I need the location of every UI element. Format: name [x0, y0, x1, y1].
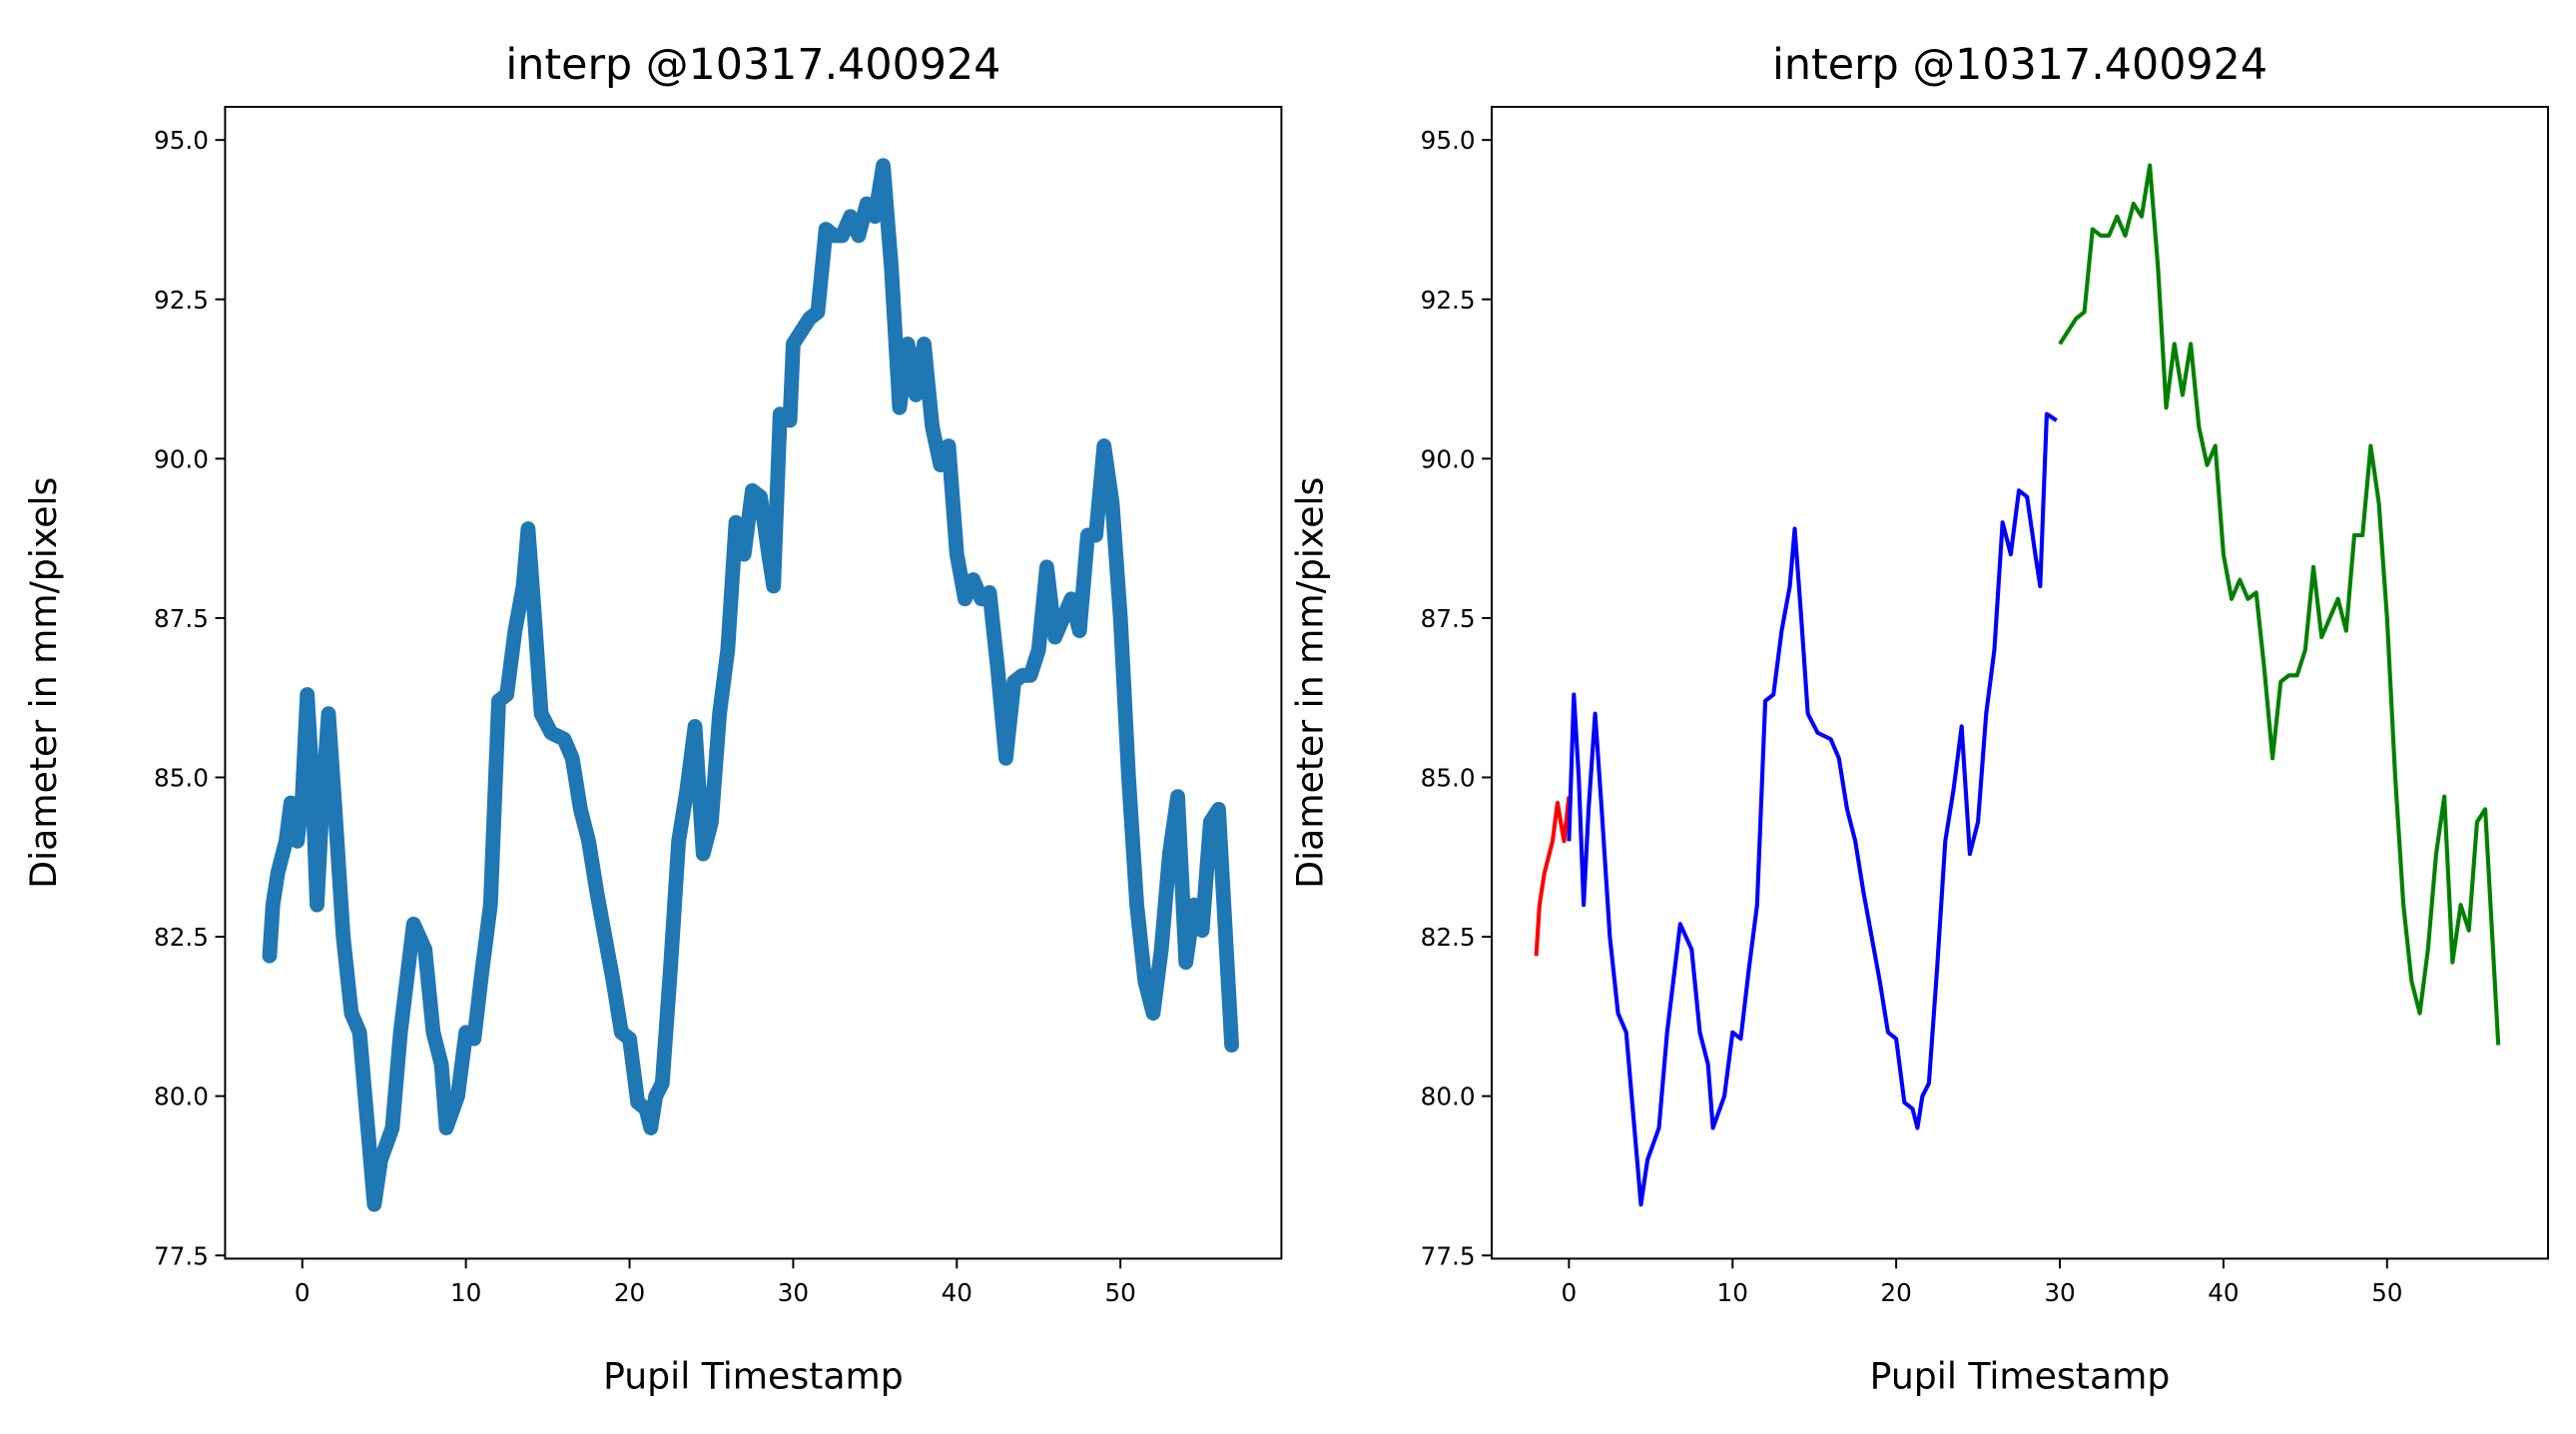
y-tick-label: 90.0 — [1421, 444, 1476, 473]
x-tick-label: 20 — [614, 1278, 645, 1307]
y-tick-label: 85.0 — [154, 764, 209, 793]
y-tick-label: 80.0 — [1421, 1082, 1476, 1111]
x-axis-label: Pupil Timestamp — [1870, 1354, 2171, 1397]
data-line — [1567, 411, 2058, 1207]
data-line — [262, 158, 1239, 1212]
data-line — [1534, 796, 1572, 957]
x-tick-label: 0 — [295, 1278, 311, 1307]
y-axis-label: Diameter in mm/pixels — [22, 477, 65, 889]
x-tick-label: 50 — [2371, 1278, 2402, 1307]
y-tick-label: 77.5 — [154, 1241, 209, 1270]
x-tick-label: 0 — [1562, 1278, 1578, 1307]
y-tick-label: 95.0 — [1421, 126, 1476, 155]
chart-title: interp @10317.400924 — [1772, 40, 2267, 90]
chart: interp @10317.400924 Pupil Timestamp Diame… — [1289, 40, 2550, 1397]
y-tick-label: 80.0 — [154, 1082, 209, 1111]
y-tick-label: 85.0 — [1421, 764, 1476, 793]
x-tick-label: 10 — [1717, 1278, 1748, 1307]
x-tick-label: 30 — [2044, 1278, 2075, 1307]
y-tick-label: 82.5 — [1421, 923, 1476, 952]
y-tick-label: 95.0 — [154, 126, 209, 155]
chart: interp @10317.400924 Pupil Timestamp Diame… — [22, 40, 1283, 1397]
y-tick-label: 87.5 — [1421, 604, 1476, 633]
x-tick-label: 30 — [778, 1278, 809, 1307]
data-line — [2058, 163, 2501, 1046]
axes-frame — [224, 105, 1283, 1260]
plot-area — [1534, 163, 2501, 1207]
y-tick-label: 77.5 — [1421, 1241, 1476, 1270]
y-tick-label: 92.5 — [1421, 286, 1476, 315]
x-tick-label: 40 — [2208, 1278, 2239, 1307]
chart-title: interp @10317.400924 — [505, 40, 1000, 90]
y-tick-label: 90.0 — [154, 444, 209, 473]
y-tick-label: 87.5 — [154, 604, 209, 633]
x-tick-label: 50 — [1104, 1278, 1135, 1307]
y-axis-label: Diameter in mm/pixels — [1289, 477, 1332, 889]
x-tick-label: 10 — [450, 1278, 481, 1307]
x-tick-label: 20 — [1880, 1278, 1911, 1307]
x-axis-label: Pupil Timestamp — [603, 1354, 904, 1397]
y-tick-label: 92.5 — [154, 286, 209, 315]
x-tick-label: 40 — [942, 1278, 972, 1307]
y-tick-label: 82.5 — [154, 923, 209, 952]
plot-area — [262, 158, 1239, 1212]
axes-frame — [1491, 105, 2550, 1260]
